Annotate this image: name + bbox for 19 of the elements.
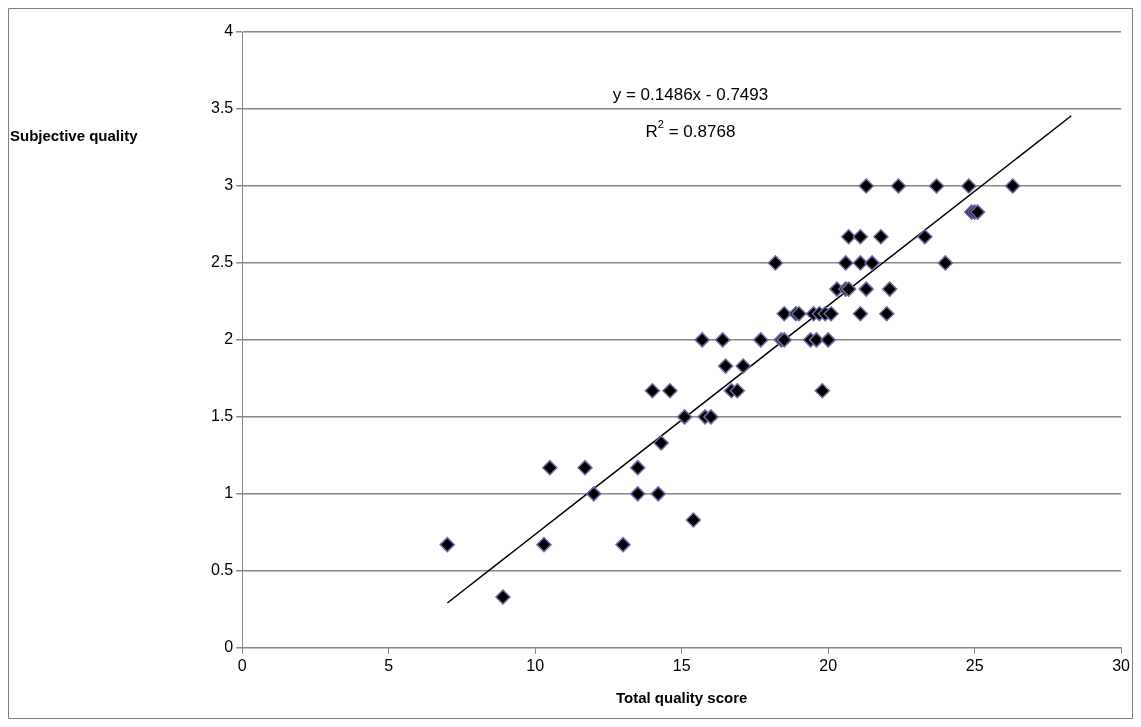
y-tick-label: 1.5 — [210, 407, 234, 425]
x-tick-label: 30 — [1112, 656, 1131, 674]
y-tick-label: 1 — [224, 484, 234, 502]
x-tick-label: 0 — [237, 656, 247, 674]
x-tick-label: 10 — [526, 656, 545, 674]
y-tick-label: 0 — [224, 638, 234, 656]
y-tick-label: 2 — [224, 330, 234, 348]
annotation: y = 0.1486x - 0.7493 — [612, 84, 769, 104]
y-tick-label: 4 — [224, 22, 234, 40]
x-tick-label: 15 — [672, 656, 691, 674]
x-axis-title: Total quality score — [615, 689, 748, 707]
x-tick-label: 25 — [965, 656, 984, 674]
y-tick-label: 3 — [224, 176, 234, 194]
y-tick-label: 3.5 — [210, 99, 234, 117]
x-tick-label: 20 — [819, 656, 838, 674]
y-axis-title: Subjective quality — [10, 127, 139, 145]
x-tick-label: 5 — [384, 656, 394, 674]
y-tick-label: 2.5 — [210, 253, 234, 271]
y-tick-label: 0.5 — [210, 561, 234, 579]
